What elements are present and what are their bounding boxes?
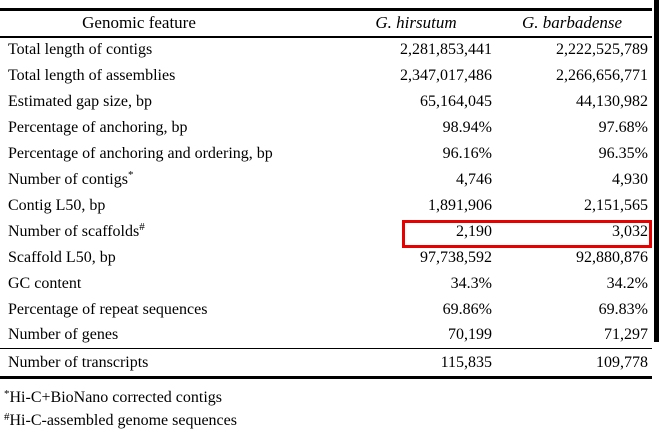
barbadense-value: 92,880,876 — [576, 248, 648, 266]
column-header-g-hirsutum: G. hirsutum — [340, 9, 492, 38]
hirsutum-value: 34.3% — [450, 274, 492, 292]
table-row-percentage-anchoring: Percentage of anchoring, bp 98.94% 97.68… — [0, 115, 652, 141]
hash-superscript: # — [139, 220, 145, 233]
table-row-number-of-scaffolds: Number of scaffolds# 2,190 3,032 — [0, 219, 652, 245]
column-header-g-barbadense: G. barbadense — [492, 9, 652, 38]
barbadense-value: 2,222,525,789 — [556, 41, 648, 58]
footnote-text: Hi-C-assembled genome sequences — [9, 412, 237, 429]
table-row-estimated-gap-size: Estimated gap size, bp 65,164,045 44,130… — [0, 89, 652, 115]
feature-label: Scaffold L50, bp — [8, 248, 116, 266]
feature-label: Number of transcripts — [8, 353, 149, 371]
feature-label: Number of genes — [8, 326, 119, 344]
feature-label: Percentage of anchoring, bp — [8, 118, 188, 136]
hirsutum-value: 96.16% — [442, 144, 492, 162]
feature-label: Number of scaffolds — [8, 222, 140, 240]
table-row-gc-content: GC content 34.3% 34.2% — [0, 271, 652, 297]
asterisk-superscript: * — [127, 168, 134, 181]
hirsutum-value: 2,281,853,441 — [400, 41, 492, 58]
table-row-number-of-contigs: Number of contigs* 4,746 4,930 — [0, 167, 652, 193]
barbadense-value: 97.68% — [598, 118, 648, 136]
window-edge-bar — [654, 0, 659, 342]
barbadense-value: 44,130,982 — [576, 92, 648, 110]
column-header-genomic-feature: Genomic feature — [0, 9, 340, 38]
feature-label: GC content — [8, 274, 82, 292]
table-row-scaffold-l50: Scaffold L50, bp 97,738,592 92,880,876 — [0, 245, 652, 271]
asterisk-footnote-marker: * — [4, 388, 10, 400]
barbadense-value: 96.35% — [598, 144, 648, 162]
barbadense-value: 71,297 — [492, 322, 652, 349]
feature-label: Percentage of repeat sequences — [8, 300, 208, 318]
table-row-contig-l50: Contig L50, bp 1,891,906 2,151,565 — [0, 193, 652, 219]
table-row-number-of-genes: Number of genes 70,199 71,297 — [0, 322, 652, 349]
hash-footnote-marker: # — [4, 411, 10, 423]
feature-label: Percentage of anchoring and ordering, bp — [8, 144, 273, 162]
barbadense-value: 34.2% — [606, 274, 648, 292]
feature-label: Total length of contigs — [8, 41, 153, 58]
table-row-total-length-assemblies: Total length of assemblies 2,347,017,486… — [0, 63, 652, 89]
table-row-total-length-contigs: Total length of contigs 2,281,853,441 2,… — [0, 37, 652, 63]
table-row-number-of-transcripts: Number of transcripts 115,835 109,778 — [0, 349, 652, 378]
header-row: Genomic feature G. hirsutum G. barbadens… — [0, 9, 652, 38]
feature-label: Number of contigs — [8, 170, 128, 188]
barbadense-value: 109,778 — [596, 353, 648, 371]
barbadense-value: 69.83% — [598, 300, 648, 318]
footnote-scaffolds: #Hi-C-assembled genome sequences — [4, 409, 237, 432]
hirsutum-value: 2,347,017,486 — [400, 66, 492, 84]
barbadense-value: 2,266,656,771 — [556, 66, 648, 84]
feature-label: Estimated gap size, bp — [8, 92, 152, 110]
footnote-contigs: *Hi-C+BioNano corrected contigs — [4, 386, 237, 409]
hirsutum-value: 4,746 — [456, 170, 492, 188]
hirsutum-value: 115,835 — [440, 353, 492, 371]
hirsutum-value: 65,164,045 — [420, 92, 492, 110]
barbadense-value: 3,032 — [612, 222, 648, 240]
hirsutum-value: 97,738,592 — [420, 248, 492, 266]
feature-label: Contig L50, bp — [8, 196, 106, 214]
genomic-features-table: Genomic feature G. hirsutum G. barbadens… — [0, 8, 652, 379]
feature-label: Total length of assemblies — [8, 66, 176, 84]
hirsutum-value: 69.86% — [442, 300, 492, 318]
hirsutum-value: 1,891,906 — [428, 196, 492, 214]
barbadense-value: 2,151,565 — [584, 196, 648, 214]
footnotes: *Hi-C+BioNano corrected contigs #Hi-C-as… — [4, 386, 237, 432]
hirsutum-value: 2,190 — [456, 222, 492, 240]
table-row-percentage-anchoring-ordering: Percentage of anchoring and ordering, bp… — [0, 141, 652, 167]
table-row-percentage-repeat-sequences: Percentage of repeat sequences 69.86% 69… — [0, 297, 652, 323]
hirsutum-value: 98.94% — [442, 118, 492, 136]
hirsutum-value: 70,199 — [340, 322, 492, 349]
footnote-text: Hi-C+BioNano corrected contigs — [9, 389, 223, 406]
barbadense-value: 4,930 — [612, 170, 648, 188]
